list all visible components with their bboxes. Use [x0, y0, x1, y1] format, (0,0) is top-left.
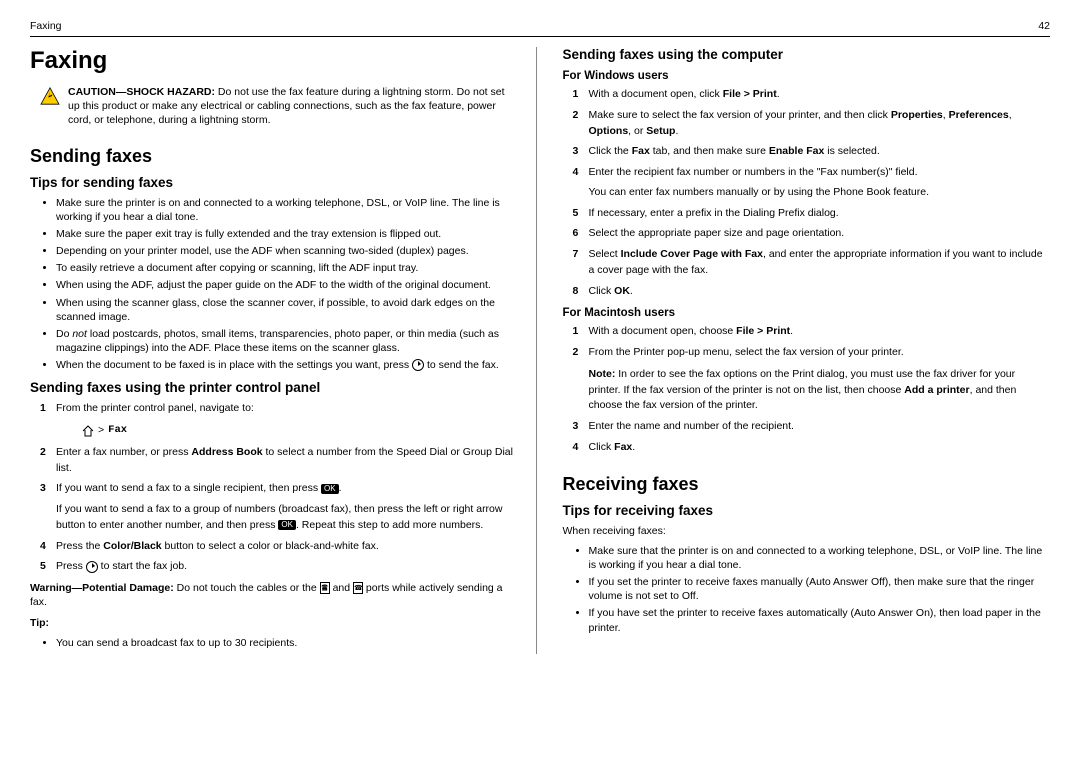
content-columns: Faxing CAUTION—SHOCK HAZARD: Do not use …: [30, 47, 1050, 654]
step-w2: 2 Make sure to select the fax version of…: [573, 108, 1051, 140]
right-column: Sending faxes using the computer For Win…: [563, 47, 1051, 654]
panel-steps: 1From the printer control panel, navigat…: [30, 401, 518, 575]
header-left: Faxing: [30, 20, 62, 32]
heading-mac: For Macintosh users: [563, 307, 1051, 319]
step-1: 1From the printer control panel, navigat…: [40, 401, 518, 439]
step-w8: 8 Click OK.: [573, 284, 1051, 300]
step-w4-note: You can enter fax numbers manually or by…: [589, 185, 1051, 201]
send-icon: [86, 561, 98, 573]
tip-item: Depending on your printer model, use the…: [56, 244, 518, 258]
tip-item: If you set the printer to receive faxes …: [589, 575, 1051, 603]
left-column: Faxing CAUTION—SHOCK HAZARD: Do not use …: [30, 47, 537, 654]
step-w1: 1 With a document open, click File > Pri…: [573, 87, 1051, 103]
heading-sending-faxes: Sending faxes: [30, 146, 518, 167]
recv-intro: When receiving faxes:: [563, 524, 1051, 538]
heading-tips-receiving: Tips for receiving faxes: [563, 503, 1051, 518]
heading-receiving-faxes: Receiving faxes: [563, 474, 1051, 495]
tip-item: You can send a broadcast fax to up to 30…: [56, 636, 518, 650]
step-m3: 3Enter the name and number of the recipi…: [573, 419, 1051, 435]
heading-panel: Sending faxes using the printer control …: [30, 380, 518, 395]
tip-item: When using the ADF, adjust the paper gui…: [56, 278, 518, 292]
tip-broadcast-list: You can send a broadcast fax to up to 30…: [30, 636, 518, 650]
ext-port-icon: ☎: [353, 582, 363, 594]
caution-box: CAUTION—SHOCK HAZARD: Do not use the fax…: [40, 85, 518, 128]
page-header: Faxing 42: [30, 20, 1050, 37]
step-w4: 4 Enter the recipient fax number or numb…: [573, 165, 1051, 201]
tip-item: When using the scanner glass, close the …: [56, 296, 518, 324]
header-page-number: 42: [1038, 20, 1050, 32]
tip-item: If you have set the printer to receive f…: [589, 606, 1051, 634]
home-icon: [82, 425, 94, 437]
step-m1: 1 With a document open, choose File > Pr…: [573, 324, 1051, 340]
mac-steps: 1 With a document open, choose File > Pr…: [563, 324, 1051, 455]
step-4: 4 Press the Color/Black button to select…: [40, 539, 518, 555]
heading-computer: Sending faxes using the computer: [563, 47, 1051, 62]
tip-item: Make sure the paper exit tray is fully e…: [56, 227, 518, 241]
caution-text: CAUTION—SHOCK HAZARD: Do not use the fax…: [68, 85, 518, 128]
step-w6: 6Select the appropriate paper size and p…: [573, 226, 1051, 242]
step-5: 5 Press to start the fax job.: [40, 559, 518, 575]
ok-button-icon: OK: [278, 520, 296, 530]
windows-steps: 1 With a document open, click File > Pri…: [563, 87, 1051, 299]
tips-receiving-list: Make sure that the printer is on and con…: [563, 544, 1051, 635]
warning-note: Warning—Potential Damage: Do not touch t…: [30, 581, 518, 609]
heading-windows: For Windows users: [563, 70, 1051, 82]
mac-note: Note: In order to see the fax options on…: [589, 367, 1051, 414]
tip-item: To easily retrieve a document after copy…: [56, 261, 518, 275]
tip-item: Make sure that the printer is on and con…: [589, 544, 1051, 572]
step-m2: 2 From the Printer pop-up menu, select t…: [573, 345, 1051, 414]
step-w5: 5If necessary, enter a prefix in the Dia…: [573, 206, 1051, 222]
step-3: 3 If you want to send a fax to a single …: [40, 481, 518, 533]
step-m4: 4 Click Fax.: [573, 440, 1051, 456]
heading-tips-sending: Tips for sending faxes: [30, 175, 518, 190]
send-icon: [412, 359, 424, 371]
line-port-icon: 🖀: [320, 582, 330, 594]
step-w7: 7 Select Include Cover Page with Fax, an…: [573, 247, 1051, 279]
tip-item: When the document to be faxed is in plac…: [56, 358, 518, 372]
ok-button-icon: OK: [321, 484, 339, 494]
tip-item: Make sure the printer is on and connecte…: [56, 196, 518, 224]
tip-item: Do not load postcards, photos, small ite…: [56, 327, 518, 355]
step-w3: 3 Click the Fax tab, and then make sure …: [573, 144, 1051, 160]
step-2: 2 Enter a fax number, or press Address B…: [40, 445, 518, 477]
nav-fax-label: Fax: [108, 423, 127, 439]
page-title: Faxing: [30, 47, 518, 75]
tip-header: Tip:: [30, 616, 518, 630]
nav-path: > Fax: [82, 423, 518, 439]
tips-sending-list: Make sure the printer is on and connecte…: [30, 196, 518, 373]
warning-icon: [40, 87, 60, 105]
